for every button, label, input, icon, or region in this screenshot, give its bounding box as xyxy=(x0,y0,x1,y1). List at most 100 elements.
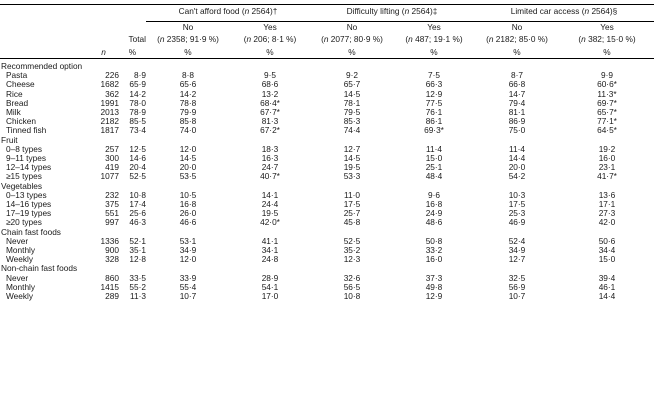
pct-cell: 11·4 xyxy=(509,143,525,154)
pct-cell: 9·9 xyxy=(601,70,613,81)
pct-cell: 40·7* xyxy=(260,171,280,182)
pct-cell: 52·5 xyxy=(343,235,361,246)
pct-cell: 15·0 xyxy=(425,153,443,164)
pct-cell: 50·8 xyxy=(425,235,443,246)
pct-cell: 16·0 xyxy=(425,254,443,265)
total-n-cell: 300 xyxy=(105,153,119,164)
subgroup-label: Yes xyxy=(600,21,614,32)
pct-cell: 12·0 xyxy=(179,143,197,154)
total-pct-cell: 11·3 xyxy=(130,291,146,302)
pct-cell: 12·0 xyxy=(179,254,197,265)
pct-cell: 46·9 xyxy=(508,217,526,228)
total-n-cell: 1991 xyxy=(100,97,119,108)
pct-cell: 77·5 xyxy=(425,97,443,108)
pct-cell: 53·1 xyxy=(179,235,197,246)
subgroup-detail-row: Total (n 2358; 91·9 %) (n 206; 8·1 %) (n… xyxy=(0,33,654,47)
pct-cell: 68·6 xyxy=(261,79,279,90)
pct-cell: 56·9 xyxy=(508,281,526,292)
pct-cell: 23·1 xyxy=(598,162,616,173)
pct-cell: 65·7* xyxy=(597,107,617,118)
total-n-cell: 1415 xyxy=(100,281,119,292)
row-label: 0–8 types xyxy=(6,143,42,154)
pct-cell: 11·4 xyxy=(426,143,442,154)
pct-cell: 14·5 xyxy=(343,153,361,164)
pct-cell: 9·6 xyxy=(428,189,440,200)
total-pct-cell: 52·5 xyxy=(129,171,146,182)
unit-label: % xyxy=(119,47,146,59)
total-n-cell: 1682 xyxy=(100,79,119,90)
pct-cell: 20·0 xyxy=(179,162,197,173)
section-title: Chain fast foods xyxy=(1,226,61,237)
pct-cell: 79·5 xyxy=(343,107,361,118)
pct-cell: 10·7 xyxy=(508,291,526,302)
pct-cell: 19·5 xyxy=(343,162,361,173)
results-table: Can't afford food (n 2564)† Difficulty l… xyxy=(0,4,654,301)
pct-cell: 11·0 xyxy=(344,189,360,200)
pct-cell: 24·9 xyxy=(425,208,443,219)
pct-cell: 81·3 xyxy=(261,116,279,127)
pct-cell: 85·3 xyxy=(343,116,361,127)
table-row: Pasta 226 8·9 8·8 9·5 9·2 7·5 8·7 9·9 xyxy=(0,70,654,81)
row-label: 17–19 types xyxy=(6,208,52,219)
pct-cell: 50·6 xyxy=(598,235,616,246)
total-n-cell: 860 xyxy=(105,272,119,283)
pct-cell: 41·7* xyxy=(597,171,617,182)
pct-cell: 8·8 xyxy=(182,70,194,81)
total-pct-cell: 35·1 xyxy=(129,245,146,256)
total-n-cell: 328 xyxy=(105,254,119,265)
unit-label: % xyxy=(146,47,230,59)
pct-cell: 81·1 xyxy=(508,107,526,118)
pct-cell: 14·5 xyxy=(179,153,197,164)
pct-cell: 16·8 xyxy=(425,199,443,210)
group-header: Limited car access (n 2564)§ xyxy=(474,4,654,22)
pct-cell: 14·4 xyxy=(508,153,526,164)
table-row: Monthly 900 35·1 34·9 34·1 35·2 33·2 34·9 34·4 xyxy=(0,245,654,256)
pct-cell: 69·3* xyxy=(424,125,444,136)
pct-cell: 17·5 xyxy=(343,199,361,210)
subgroup-label: Yes xyxy=(263,21,277,32)
pct-cell: 19·5 xyxy=(261,208,279,219)
section-header-row: Non-chain fast foods xyxy=(0,264,654,273)
pct-cell: 85·8 xyxy=(179,116,197,127)
pct-cell: 64·5* xyxy=(597,125,617,136)
subgroup-detail: (n 2077; 80·9 %) xyxy=(321,34,383,45)
pct-cell: 16·8 xyxy=(179,199,197,210)
pct-cell: 60·6* xyxy=(597,79,617,90)
pct-cell: 48·4 xyxy=(425,171,443,182)
unit-row: n % % % % % % % xyxy=(0,47,654,59)
pct-cell: 14·4 xyxy=(598,291,616,302)
row-label: Weekly xyxy=(6,254,34,265)
table-row: 9–11 types 300 14·6 14·5 16·3 14·5 15·0 14·4 16·… xyxy=(0,153,654,164)
total-n-cell: 226 xyxy=(105,70,119,81)
pct-cell: 78·8 xyxy=(179,97,197,108)
total-pct-cell: 20·4 xyxy=(129,162,146,173)
table-row: Weekly 328 12·8 12·0 24·8 12·3 16·0 12·7 15·0 xyxy=(0,255,654,264)
pct-cell: 54·2 xyxy=(508,171,526,182)
pct-cell: 34·9 xyxy=(508,245,526,256)
subgroup-detail: (n 206; 8·1 %) xyxy=(243,34,297,45)
section-header-row: Recommended option xyxy=(0,59,654,72)
pct-cell: 66·8 xyxy=(508,79,526,90)
pct-cell: 28·9 xyxy=(261,272,279,283)
row-label: Never xyxy=(6,272,29,283)
pct-cell: 35·2 xyxy=(343,245,361,256)
table-row: 0–8 types 257 12·5 12·0 18·3 12·7 11·4 11·4 19·2 xyxy=(0,143,654,154)
pct-cell: 25·1 xyxy=(425,162,443,173)
unit-label: % xyxy=(474,47,560,59)
unit-label: % xyxy=(230,47,310,59)
pct-cell: 9·2 xyxy=(346,70,358,81)
pct-cell: 86·1 xyxy=(425,116,443,127)
table-row: Rice 362 14·2 14·2 13·2 14·5 12·9 14·7 11·3* xyxy=(0,89,654,99)
pct-cell: 55·4 xyxy=(179,281,197,292)
total-pct-cell: 78·0 xyxy=(129,97,146,108)
row-label: 12–14 types xyxy=(6,162,52,173)
pct-cell: 53·3 xyxy=(343,171,361,182)
total-n-cell: 551 xyxy=(105,208,119,219)
section-title: Recommended option xyxy=(1,61,83,71)
total-n-cell: 997 xyxy=(105,217,119,228)
total-pct-cell: 65·9 xyxy=(129,79,146,90)
pct-cell: 33·9 xyxy=(179,272,197,283)
subgroup-detail: (n 382; 15·0 %) xyxy=(578,34,636,45)
total-pct-cell: 8·9 xyxy=(134,70,146,81)
total-pct-cell: 33·5 xyxy=(129,272,146,283)
